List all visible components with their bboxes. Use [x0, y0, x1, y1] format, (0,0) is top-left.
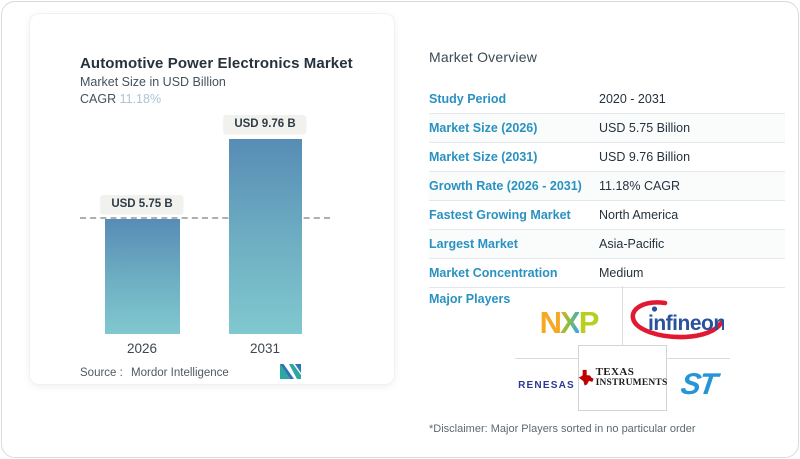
table-row-fastest-growing-market: Fastest Growing Market North America	[429, 201, 785, 230]
bar-value-badge-2026: USD 5.75 B	[100, 195, 184, 214]
ti-line2: INSTRUMENTS	[595, 377, 668, 388]
ti-logo: TEXAS INSTRUMENTS	[578, 367, 668, 389]
row-label: Fastest Growing Market	[429, 208, 571, 222]
source-name: Mordor Intelligence	[131, 367, 229, 379]
bar-value-badge-2031: USD 9.76 B	[223, 115, 307, 134]
grid-divider-horizontal	[667, 358, 730, 359]
row-label: Market Size (2031)	[429, 150, 538, 164]
bar-2031	[229, 139, 302, 334]
grid-divider-horizontal	[515, 358, 578, 359]
row-value: USD 9.76 Billion	[599, 150, 691, 164]
major-player-infineon: infineon	[622, 286, 730, 358]
x-axis-label-2026: 2026	[126, 341, 158, 356]
chart-title: Automotive Power Electronics Market	[80, 55, 353, 72]
nxp-logo: NXP	[539, 304, 600, 340]
reference-line	[80, 217, 330, 219]
row-label: Market Concentration	[429, 266, 558, 280]
mordor-intelligence-logo-icon	[280, 364, 301, 379]
table-row-study-period: Study Period 2020 - 2031	[429, 85, 785, 114]
disclaimer-text: *Disclaimer: Major Players sorted in no …	[429, 423, 696, 435]
chart-subtitle: Market Size in USD Billion	[80, 75, 226, 89]
row-value: Asia-Pacific	[599, 237, 665, 251]
major-players-grid: NXP infineon RENESAS ST	[515, 286, 730, 412]
texas-state-icon	[578, 370, 594, 386]
table-row-growth-rate: Growth Rate (2026 - 2031) 11.18% CAGR	[429, 172, 785, 201]
ti-wordmark: TEXAS INSTRUMENTS	[596, 367, 668, 389]
x-axis-label-2031: 2031	[249, 341, 281, 356]
infineon-logo: infineon	[630, 300, 724, 340]
infineon-wordmark: infineon	[648, 312, 724, 335]
overview-heading: Market Overview	[429, 49, 538, 65]
row-value: USD 5.75 Billion	[599, 121, 691, 135]
market-size-chart-card: Automotive Power Electronics Market Mark…	[29, 13, 395, 385]
table-row-market-concentration: Market Concentration Medium	[429, 259, 785, 288]
st-logo: ST	[679, 368, 719, 401]
row-value: 11.18% CAGR	[599, 179, 681, 193]
nxp-letter-n: N	[539, 304, 562, 340]
major-players-label: Major Players	[429, 292, 511, 306]
cagr-label: CAGR	[80, 92, 117, 106]
row-value: Medium	[599, 266, 644, 280]
row-value: North America	[599, 208, 679, 222]
row-value: 2020 - 2031	[599, 92, 666, 106]
overview-table: Study Period 2020 - 2031 Market Size (20…	[429, 85, 785, 288]
nxp-letter-x: X	[560, 304, 581, 340]
row-label: Growth Rate (2026 - 2031)	[429, 179, 582, 193]
bar-2026	[105, 219, 180, 334]
source-attribution: Source : Mordor Intelligence	[80, 367, 229, 379]
renesas-logo: RENESAS	[518, 379, 575, 391]
row-label: Study Period	[429, 92, 507, 106]
row-label: Largest Market	[429, 237, 518, 251]
major-player-texas-instruments: TEXAS INSTRUMENTS	[578, 345, 667, 411]
table-row-market-size-2026: Market Size (2026) USD 5.75 Billion	[429, 114, 785, 143]
ti-line1: TEXAS	[595, 366, 635, 379]
nxp-letter-p: P	[578, 304, 600, 340]
source-label: Source :	[80, 367, 123, 379]
chart-cagr-line: CAGR 11.18%	[80, 92, 161, 106]
cagr-value: 11.18%	[119, 92, 162, 106]
row-label: Market Size (2026)	[429, 121, 538, 135]
market-overview-panel: Market Overview Study Period 2020 - 2031…	[412, 2, 798, 457]
major-player-renesas: RENESAS	[515, 358, 578, 412]
table-row-largest-market: Largest Market Asia-Pacific	[429, 230, 785, 259]
major-player-st: ST	[667, 358, 730, 412]
table-row-market-size-2031: Market Size (2031) USD 9.76 Billion	[429, 143, 785, 172]
major-player-nxp: NXP	[515, 286, 622, 358]
grid-divider-vertical	[622, 286, 623, 345]
